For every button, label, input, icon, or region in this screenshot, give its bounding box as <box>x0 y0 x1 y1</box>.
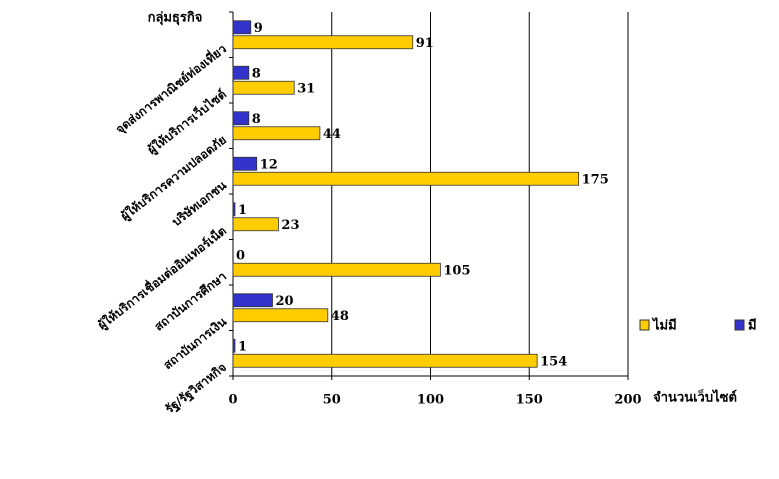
x-tick-label: 0 <box>228 393 237 408</box>
bar <box>232 156 258 171</box>
data-label: 48 <box>331 309 349 324</box>
bar <box>232 217 279 232</box>
bar <box>232 65 250 80</box>
bar <box>232 262 441 277</box>
data-label: 31 <box>297 81 315 96</box>
bar <box>232 338 236 353</box>
legend-swatch <box>734 319 745 331</box>
y-tick-label: ผู้ให้บริการความปลอดภัย <box>118 132 230 224</box>
x-tick-label: 100 <box>417 393 444 408</box>
y-tick-label: บริษัทเอกชน <box>169 178 229 229</box>
x-tick-label: 200 <box>614 393 641 408</box>
bar <box>232 126 321 141</box>
bar <box>232 111 250 126</box>
data-label: 12 <box>260 157 278 172</box>
bar <box>232 293 273 308</box>
bar <box>232 353 538 368</box>
bar <box>232 171 580 186</box>
bar <box>232 308 329 323</box>
x-axis-label: จำนวนเว็บไซต์ <box>653 388 737 406</box>
legend-label: ไม่มี <box>651 317 677 334</box>
bar <box>232 80 295 95</box>
data-label: 8 <box>252 112 261 127</box>
data-label: 91 <box>416 36 434 51</box>
data-label: 154 <box>540 354 567 369</box>
bar <box>232 35 414 50</box>
data-label: 9 <box>254 21 263 36</box>
legend-swatch <box>639 319 650 331</box>
data-label: 1 <box>238 339 247 354</box>
bar <box>232 20 252 35</box>
data-label: 23 <box>281 218 299 233</box>
x-tick-label: 50 <box>323 393 341 408</box>
y-tick-label: จุดส่งการพาณิชย์ท่องเที่ยว <box>112 40 230 137</box>
data-label: 1 <box>238 203 247 218</box>
x-tick-label: 150 <box>516 393 543 408</box>
data-label: 175 <box>582 172 609 187</box>
legend-label: มี <box>748 318 757 334</box>
data-label: 44 <box>323 127 341 142</box>
y-axis-label: กลุ่มธุรกิจ <box>148 11 203 26</box>
data-label: 8 <box>252 66 261 81</box>
bar <box>232 202 236 217</box>
data-label: 105 <box>443 263 470 278</box>
data-label: 20 <box>276 294 294 309</box>
data-label: 0 <box>236 248 245 263</box>
